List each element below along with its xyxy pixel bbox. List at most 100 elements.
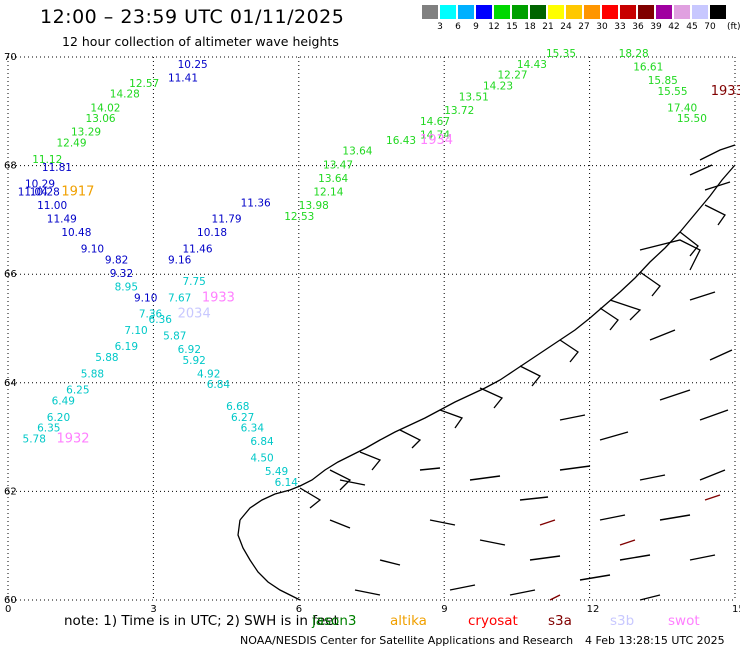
colorbar-tick-label: 18 [524,22,536,32]
wave-height-label: 10.48 [61,227,91,239]
wave-height-label: 7.67 [168,292,191,304]
colorbar-swatch [656,5,672,19]
lon-label: 12 [587,604,600,615]
lon-label: 9 [441,604,447,615]
coastline-segment [237,519,301,601]
lake-outline [649,329,676,341]
legend-entry-cryosat: cryosat [468,613,518,629]
wave-height-label: 6.20 [47,412,70,424]
wave-height-label: 6.14 [275,477,299,489]
wave-height-label: 6.92 [178,344,201,356]
lake-outline [659,389,691,401]
lake-outline [529,555,561,561]
colorbar-swatch [566,5,582,19]
pass-id-label: 1932 [56,432,89,447]
footer-timestamp: 4 Feb 13:28:15 UTC 2025 [585,634,725,647]
coastline-segment [639,204,726,297]
wave-height-label: 11.00 [37,200,67,212]
lake-outline [449,584,476,591]
lon-label: 3 [150,604,156,615]
wave-height-label: 6.27 [231,412,254,424]
wave-height-label: 6.25 [66,385,89,397]
coastline-segment [519,307,619,387]
wave-height-label: 13.06 [86,113,116,125]
wave-height-label: 11.81 [42,162,72,174]
legend-entry-jason3: jason3 [312,613,357,629]
wave-height-label: 10.18 [197,227,227,239]
colorbar-swatch [602,5,618,19]
wave-height-label: 15.85 [648,75,678,87]
colorbar-swatch [458,5,474,19]
wave-height-label: 13.29 [71,127,101,139]
wave-height-label: 14.23 [483,81,513,93]
colorbar-tick-label: 24 [560,22,572,32]
colorbar-tick-label: 33 [614,22,626,32]
wave-height-label: 16.43 [386,135,416,147]
wave-height-label: 9.10 [81,243,104,255]
coastline-segment [399,387,504,449]
lake-outline [699,469,726,481]
wave-height-label: 11.36 [241,197,271,209]
wave-height-label: 6.35 [37,423,60,435]
pass-id-label: 1933 [202,290,235,305]
wave-height-label: 5.92 [182,355,205,367]
lake-outline [419,467,441,471]
colorbar-tick-label: 27 [578,22,590,32]
colorbar-tick-label: 45 [686,22,698,32]
wave-height-label: 9.10 [134,292,157,304]
lake-outline [379,559,401,566]
lake-outline [539,519,556,526]
wave-height-label: 7.10 [124,325,147,337]
wave-height-label: 13.47 [323,159,353,171]
lake-outline [549,594,561,601]
wave-height-label: 13.72 [444,105,474,117]
wave-height-label: 10.28 [30,186,60,198]
colorbar-swatch [422,5,438,19]
wave-height-label: 5.88 [81,368,104,380]
wave-height-label: 5.88 [95,352,118,364]
colorbar-swatch [440,5,456,19]
lat-label: 64 [4,378,17,389]
footer-credit: NOAA/NESDIS Center for Satellite Applica… [240,634,574,647]
legend-entry-s3a: s3a [548,613,572,629]
wave-height-label: 9.82 [105,254,128,266]
lake-outline [339,479,366,486]
colorbar-tick-label: 9 [473,22,479,32]
lake-outline [579,574,611,581]
wave-height-label: 7.75 [182,276,205,288]
lake-outline [329,519,351,529]
lake-outline [509,589,536,596]
legend-entry-swot: swot [668,613,700,629]
colorbar-swatch [512,5,528,19]
lake-outline [639,474,666,481]
wave-height-label: 12.27 [498,70,528,82]
colorbar-swatch [692,5,708,19]
wave-height-label: 13.51 [459,91,489,103]
pass-ids: 1917 1933 1932 2034 1934 1933 [56,84,740,447]
wave-height-label: 13.64 [342,146,372,158]
lat-label: 66 [4,269,17,280]
wave-height-label: 6.49 [52,396,75,408]
lake-outline [354,589,381,596]
lon-label: 6 [296,604,302,615]
wave-height-label: 6.36 [149,314,173,326]
wave-height-label: 5.49 [265,466,288,478]
wave-height-label: 6.19 [115,341,138,353]
lake-outline [709,349,733,361]
colorbar-tick-label: 42 [668,22,680,32]
lake-outline [479,539,506,546]
colorbar-swatch [710,5,726,19]
lake-outline [704,494,721,501]
wave-height-label: 11.46 [182,243,212,255]
wave-height-label: 15.35 [546,48,576,60]
map-subtitle: 12 hour collection of altimeter wave hei… [62,34,339,49]
wave-height-label: 7.36 [139,309,163,321]
wave-height-label: 12.57 [129,78,159,90]
coastline-segment [299,451,382,509]
wave-height-label: 4.50 [250,453,273,465]
wave-height-label: 11.04 [18,186,48,198]
lake-outline [689,554,716,561]
lat-label: 62 [4,486,17,497]
